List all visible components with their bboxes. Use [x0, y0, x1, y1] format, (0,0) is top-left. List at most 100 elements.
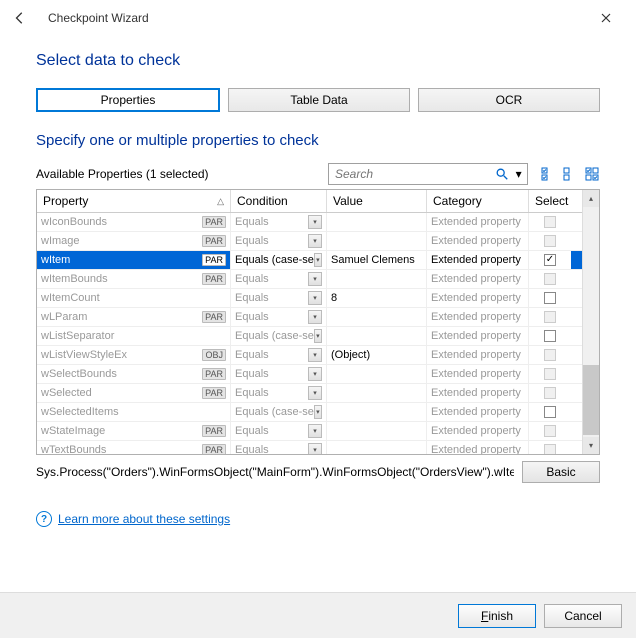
table-row[interactable]: wSelectedItemsEquals (case-se▾Extended p…: [37, 403, 582, 422]
property-name: wItemCount: [37, 289, 231, 307]
table-row[interactable]: wItemPAREquals (case-se▾Samuel ClemensEx…: [37, 251, 582, 270]
value-cell[interactable]: 8: [327, 289, 427, 307]
condition-cell[interactable]: Equals▾: [231, 232, 327, 250]
table-row[interactable]: wLParamPAREquals▾Extended property: [37, 308, 582, 327]
select-checkbox[interactable]: [544, 292, 556, 304]
search-input[interactable]: [335, 167, 492, 181]
chevron-down-icon[interactable]: ▾: [308, 215, 322, 229]
value-cell[interactable]: Samuel Clemens: [327, 251, 427, 269]
select-checkbox: [544, 311, 556, 323]
basic-button[interactable]: Basic: [522, 461, 600, 483]
condition-cell[interactable]: Equals▾: [231, 365, 327, 383]
path-input[interactable]: [36, 465, 514, 479]
chevron-down-icon[interactable]: ▾: [308, 291, 322, 305]
table-row[interactable]: wSelectBoundsPAREquals▾Extended property: [37, 365, 582, 384]
select-cell: [529, 346, 571, 364]
param-tag: PAR: [202, 368, 226, 380]
value-cell[interactable]: [327, 403, 427, 421]
col-category[interactable]: Category: [427, 190, 529, 212]
search-dropdown-icon[interactable]: ▾: [512, 167, 525, 181]
value-cell[interactable]: [327, 365, 427, 383]
select-checkbox: [544, 444, 556, 454]
value-cell[interactable]: [327, 270, 427, 288]
sub-heading: Specify one or multiple properties to ch…: [36, 132, 600, 149]
value-cell[interactable]: [327, 232, 427, 250]
condition-cell[interactable]: Equals▾: [231, 289, 327, 307]
chevron-down-icon[interactable]: ▾: [308, 386, 322, 400]
chevron-down-icon[interactable]: ▾: [308, 272, 322, 286]
cancel-button[interactable]: Cancel: [544, 604, 622, 628]
col-select[interactable]: Select: [529, 190, 571, 212]
category-cell: Extended property: [427, 251, 529, 269]
scroll-down-icon[interactable]: ▾: [583, 437, 599, 454]
col-value[interactable]: Value: [327, 190, 427, 212]
chevron-down-icon[interactable]: ▾: [308, 348, 322, 362]
select-checkbox[interactable]: [544, 330, 556, 342]
select-columns-icon[interactable]: [584, 166, 600, 182]
select-cell: [529, 441, 571, 454]
select-cell: [529, 251, 571, 269]
condition-cell[interactable]: Equals▾: [231, 346, 327, 364]
chevron-down-icon[interactable]: ▾: [314, 405, 322, 419]
condition-cell[interactable]: Equals▾: [231, 308, 327, 326]
tab-table-data[interactable]: Table Data: [228, 88, 410, 112]
select-cell: [529, 308, 571, 326]
col-property[interactable]: Property△: [37, 190, 231, 212]
chevron-down-icon[interactable]: ▾: [314, 329, 322, 343]
property-name: wItemBoundsPAR: [37, 270, 231, 288]
uncheck-all-icon[interactable]: [562, 166, 578, 182]
chevron-down-icon[interactable]: ▾: [308, 310, 322, 324]
value-cell[interactable]: [327, 213, 427, 231]
select-checkbox[interactable]: [544, 406, 556, 418]
chevron-down-icon[interactable]: ▾: [308, 443, 322, 454]
chevron-down-icon[interactable]: ▾: [314, 253, 322, 267]
search-icon[interactable]: [492, 165, 512, 183]
condition-cell[interactable]: Equals▾: [231, 422, 327, 440]
value-cell[interactable]: [327, 327, 427, 345]
table-row[interactable]: wImagePAREquals▾Extended property: [37, 232, 582, 251]
table-row[interactable]: wSelectedPAREquals▾Extended property: [37, 384, 582, 403]
tab-properties[interactable]: Properties: [36, 88, 220, 112]
condition-cell[interactable]: Equals (case-se▾: [231, 327, 327, 345]
param-tag: PAR: [202, 273, 226, 285]
select-cell: [529, 270, 571, 288]
scroll-thumb[interactable]: [583, 365, 599, 435]
check-all-icon[interactable]: [540, 166, 556, 182]
chevron-down-icon[interactable]: ▾: [308, 424, 322, 438]
condition-cell[interactable]: Equals (case-se▾: [231, 403, 327, 421]
close-button[interactable]: [586, 3, 626, 33]
chevron-down-icon[interactable]: ▾: [308, 234, 322, 248]
help-link[interactable]: Learn more about these settings: [58, 512, 230, 526]
value-cell[interactable]: [327, 422, 427, 440]
param-tag: PAR: [202, 444, 226, 454]
property-name: wItemPAR: [37, 251, 231, 269]
table-row[interactable]: wIconBoundsPAREquals▾Extended property: [37, 213, 582, 232]
select-cell: [529, 289, 571, 307]
table-row[interactable]: wTextBoundsPAREquals▾Extended property: [37, 441, 582, 454]
select-checkbox[interactable]: [544, 254, 556, 266]
search-box[interactable]: ▾: [328, 163, 528, 185]
value-cell[interactable]: [327, 384, 427, 402]
table-row[interactable]: wItemBoundsPAREquals▾Extended property: [37, 270, 582, 289]
table-row[interactable]: wListSeparatorEquals (case-se▾Extended p…: [37, 327, 582, 346]
condition-cell[interactable]: Equals (case-se▾: [231, 251, 327, 269]
table-row[interactable]: wStateImagePAREquals▾Extended property: [37, 422, 582, 441]
table-row[interactable]: wItemCountEquals▾8Extended property: [37, 289, 582, 308]
table-row[interactable]: wListViewStyleExOBJEquals▾(Object)Extend…: [37, 346, 582, 365]
condition-cell[interactable]: Equals▾: [231, 384, 327, 402]
condition-cell[interactable]: Equals▾: [231, 270, 327, 288]
value-cell[interactable]: [327, 441, 427, 454]
scrollbar[interactable]: ▴ ▾: [582, 190, 599, 454]
chevron-down-icon[interactable]: ▾: [308, 367, 322, 381]
col-condition[interactable]: Condition: [231, 190, 327, 212]
value-cell[interactable]: [327, 308, 427, 326]
scroll-up-icon[interactable]: ▴: [583, 190, 599, 207]
condition-cell[interactable]: Equals▾: [231, 441, 327, 454]
value-cell[interactable]: (Object): [327, 346, 427, 364]
category-cell: Extended property: [427, 289, 529, 307]
category-cell: Extended property: [427, 441, 529, 454]
finish-button[interactable]: Finish: [458, 604, 536, 628]
condition-cell[interactable]: Equals▾: [231, 213, 327, 231]
tab-ocr[interactable]: OCR: [418, 88, 600, 112]
back-button[interactable]: [10, 8, 30, 28]
